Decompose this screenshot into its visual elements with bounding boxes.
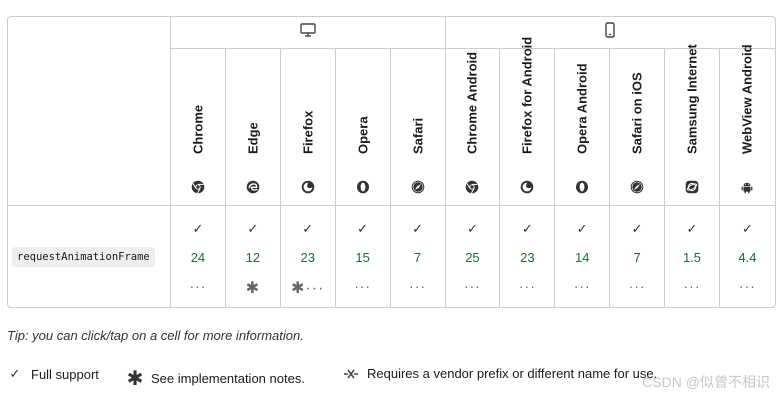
support-cell-safari-on-ios[interactable]: ✓ 7 ···: [610, 206, 666, 307]
legend-implementation-notes: ✱ See implementation notes.: [127, 366, 305, 391]
browser-name: Opera Android: [574, 63, 590, 154]
browser-name: Safari: [410, 117, 426, 154]
platform-desktop: [171, 17, 446, 49]
more-info-indicator: ···: [409, 278, 427, 294]
legend-full-support-label: Full support: [31, 366, 99, 382]
support-version: 25: [465, 250, 480, 265]
android-icon: [740, 180, 754, 194]
tip-text: Tip: you can click/tap on a cell for mor…: [7, 328, 304, 343]
feature-name: requestAnimationFrame: [12, 246, 155, 267]
mobile-icon: [605, 22, 615, 38]
more-info-indicator: ✱···: [291, 280, 325, 297]
support-version: 7: [633, 250, 641, 265]
more-info-indicator: ···: [573, 278, 591, 294]
more-info-indicator: ···: [683, 278, 701, 294]
safari-icon: [630, 180, 644, 194]
browser-header-webview-android: WebView Android: [719, 44, 775, 206]
more-info-indicator: ···: [354, 278, 372, 294]
support-cell-safari[interactable]: ✓ 7 ···: [391, 206, 446, 307]
support-cell-chrome[interactable]: ✓ 24 ···: [171, 206, 226, 307]
legend-full-support: ✓ Full support: [7, 366, 99, 382]
edge-icon: [246, 180, 260, 194]
browser-name: Firefox for Android: [519, 36, 535, 154]
chrome-icon: [465, 180, 479, 194]
opera-icon: [575, 180, 589, 194]
support-version: 4.4: [738, 250, 757, 265]
browser-name: Samsung Internet: [684, 44, 700, 154]
support-cell-firefox[interactable]: ✓ 23 ✱···: [281, 206, 336, 307]
check-icon: ✓: [9, 366, 21, 381]
browser-header-edge: Edge: [225, 49, 281, 206]
chrome-icon: [191, 180, 205, 194]
samsung-internet-icon: [685, 180, 699, 194]
support-version: 1.5: [682, 250, 702, 265]
browser-header-firefox: Firefox: [280, 49, 336, 206]
vendor-prefix-icon: [343, 368, 359, 380]
browser-name: Edge: [245, 122, 261, 154]
support-version: 24: [190, 250, 206, 265]
support-version: 23: [300, 250, 315, 265]
more-info-indicator: ···: [628, 278, 646, 294]
firefox-icon: [520, 180, 534, 194]
watermark: CSDN @似曾不相识: [642, 374, 770, 390]
support-cell-opera-android[interactable]: ✓ 14 ···: [555, 206, 611, 307]
support-cell-opera[interactable]: ✓ 15 ···: [336, 206, 391, 307]
support-version: 7: [413, 250, 422, 265]
check-icon: ✓: [466, 221, 478, 236]
browser-header-opera: Opera: [335, 49, 391, 206]
legend-implementation-notes-label: See implementation notes.: [151, 371, 305, 386]
check-icon: ✓: [521, 221, 533, 236]
support-version: 23: [520, 250, 535, 265]
more-info-indicator: ···: [463, 278, 481, 294]
check-icon: ✓: [192, 221, 204, 236]
check-icon: ✓: [741, 221, 753, 236]
check-icon: ✓: [302, 221, 314, 236]
check-icon: ✓: [247, 221, 259, 236]
browser-header-chrome: Chrome: [171, 49, 226, 206]
legend-vendor-prefix-label: Requires a vendor prefix or different na…: [367, 366, 658, 381]
browser-header-samsung-internet: Samsung Internet: [665, 44, 720, 206]
check-icon: ✓: [576, 221, 588, 236]
support-version: 14: [574, 250, 590, 265]
check-icon: ✓: [631, 221, 643, 236]
check-icon: ✓: [357, 221, 369, 236]
browser-name: WebView Android: [739, 44, 755, 154]
browser-name: Chrome Android: [464, 51, 480, 154]
desktop-icon: [300, 23, 316, 37]
support-cell-chrome-android[interactable]: ✓ 25 ···: [446, 206, 501, 307]
more-info-indicator: ···: [189, 278, 207, 294]
more-info-indicator: ···: [738, 278, 756, 294]
legend-vendor-prefix: Requires a vendor prefix or different na…: [343, 366, 657, 381]
browser-header-firefox-for-android: Firefox for Android: [500, 37, 556, 206]
firefox-icon: [301, 180, 315, 194]
browser-compat-table: Chrome Edge Firefox Opera Safari Chrome Andro…: [7, 16, 776, 308]
support-cell-firefox-for-android[interactable]: ✓ 23 ···: [500, 206, 556, 307]
corner-cell: [8, 17, 171, 206]
support-version: 12: [245, 250, 261, 265]
support-cell-webview-android[interactable]: ✓ 4.4 ···: [720, 206, 775, 307]
browser-header-safari-on-ios: Safari on iOS: [610, 49, 666, 206]
browser-header-opera-android: Opera Android: [555, 49, 611, 206]
browser-header-safari: Safari: [390, 49, 446, 206]
browser-name: Chrome: [190, 104, 206, 154]
check-icon: ✓: [412, 221, 423, 236]
check-icon: ✓: [686, 221, 698, 236]
more-info-indicator: ···: [518, 278, 536, 294]
feature-name-cell: requestAnimationFrame: [8, 206, 171, 307]
browser-header-chrome-android: Chrome Android: [445, 49, 501, 206]
browser-name: Opera: [355, 116, 371, 154]
support-cell-edge[interactable]: ✓ 12 ✱: [226, 206, 281, 307]
browser-name: Firefox: [300, 110, 316, 154]
platform-mobile: [445, 17, 775, 49]
legend: ✓ Full support ✱ See implementation note…: [7, 366, 784, 390]
support-cell-samsung-internet[interactable]: ✓ 1.5 ···: [665, 206, 720, 307]
opera-icon: [356, 180, 370, 194]
support-version: 15: [355, 250, 370, 265]
more-info-indicator: ✱: [245, 280, 261, 297]
safari-icon: [411, 180, 425, 194]
asterisk-icon: ✱: [126, 368, 144, 390]
browser-name: Safari on iOS: [629, 72, 645, 154]
